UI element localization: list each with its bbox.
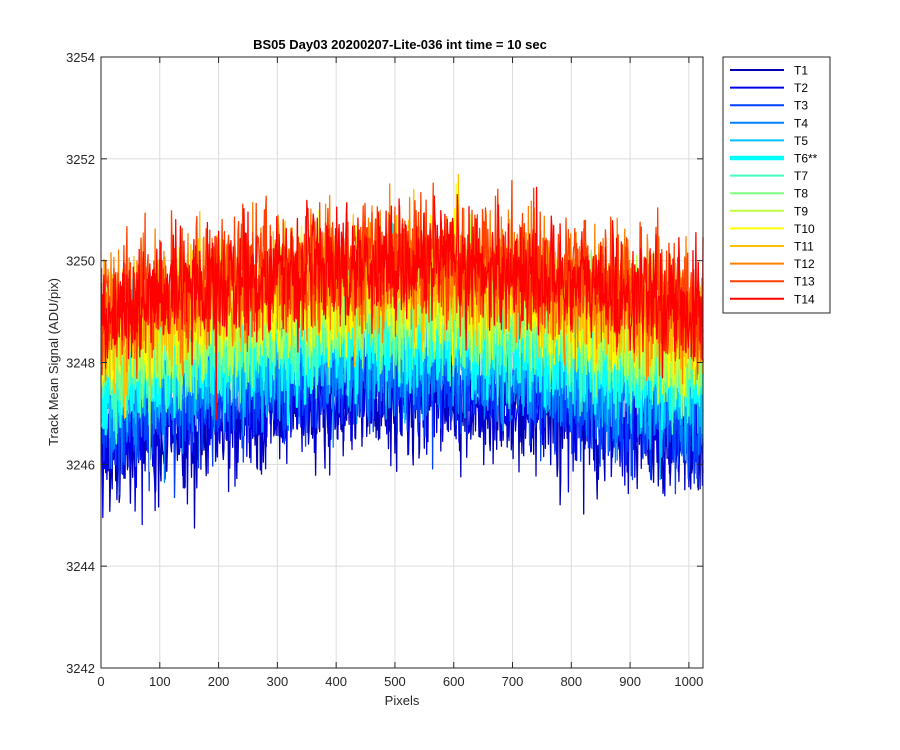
x-tick-label: 400: [325, 674, 347, 689]
y-tick-label: 3254: [66, 50, 95, 65]
legend-item[interactable]: T14: [730, 292, 815, 306]
legend-item[interactable]: T7: [730, 169, 808, 183]
x-tick-label: 100: [149, 674, 171, 689]
y-tick-label: 3252: [66, 152, 95, 167]
legend-item[interactable]: T4: [730, 116, 808, 130]
y-tick-label: 3242: [66, 661, 95, 676]
legend-box: [722, 56, 831, 314]
legend-item[interactable]: T13: [730, 275, 815, 289]
y-tick-label: 3248: [66, 356, 95, 371]
legend-item[interactable]: T3: [730, 99, 808, 113]
legend-label: T13: [794, 275, 815, 289]
legend-label: T4: [794, 116, 808, 130]
series-line-T14: [100, 186, 704, 421]
y-tick-label: 3250: [66, 254, 95, 269]
x-tick-label: 800: [560, 674, 582, 689]
y-tick-label: 3246: [66, 457, 95, 472]
legend-label: T11: [794, 240, 814, 254]
legend-label: T12: [794, 257, 815, 271]
series-lines: [100, 174, 705, 529]
y-axis-label: Track Mean Signal (ADU/pix): [46, 278, 61, 446]
legend-label: T1: [794, 64, 808, 78]
legend-item[interactable]: T12: [730, 257, 815, 271]
legend-label: T14: [794, 292, 815, 306]
legend-item[interactable]: T5: [730, 134, 808, 148]
x-tick-label: 700: [502, 674, 524, 689]
legend-label: T2: [794, 81, 808, 95]
legend-item[interactable]: T1: [730, 64, 808, 78]
legend-item[interactable]: T9: [730, 204, 808, 218]
legend-label: T5: [794, 134, 808, 148]
axis-ticks: 0 100 200 300 400 500 600 700 800 900 1000 3242 3244…: [66, 50, 703, 689]
legend-label: T3: [794, 99, 808, 113]
x-tick-label: 300: [267, 674, 289, 689]
legend-item[interactable]: T2: [730, 81, 808, 95]
x-tick-label: 200: [208, 674, 230, 689]
y-tick-label: 3244: [66, 559, 95, 574]
legend-label: T6**: [794, 152, 818, 166]
legend-item[interactable]: T6**: [730, 152, 818, 166]
legend-label: T9: [794, 204, 808, 218]
legend-item[interactable]: T10: [730, 222, 815, 236]
legend[interactable]: T1 T2 T3 T4 T5 T6** T7 T8 T9 T10 T11 T12 T13 T14: [722, 56, 831, 314]
chart-title: BS05 Day03 20200207-Lite-036 int time = …: [253, 37, 547, 52]
x-axis-label: Pixels: [385, 693, 420, 708]
legend-label: T8: [794, 187, 808, 201]
legend-item[interactable]: T11: [730, 240, 814, 254]
x-tick-label: 1000: [674, 674, 703, 689]
x-tick-label: 0: [97, 674, 104, 689]
x-tick-label: 500: [384, 674, 406, 689]
legend-label: T10: [794, 222, 815, 236]
x-tick-label: 600: [443, 674, 465, 689]
x-tick-label: 900: [619, 674, 641, 689]
legend-label: T7: [794, 169, 808, 183]
legend-item[interactable]: T8: [730, 187, 808, 201]
